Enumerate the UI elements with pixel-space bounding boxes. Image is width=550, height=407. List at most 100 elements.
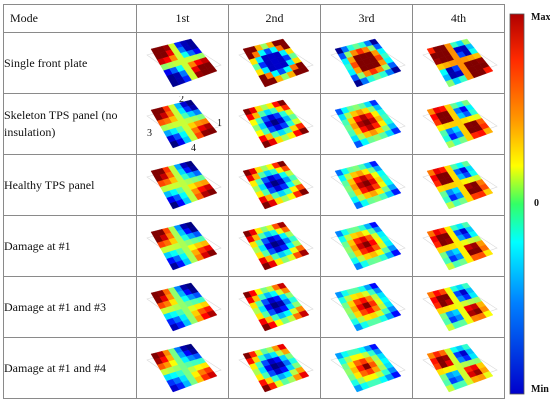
- mesh-element: [482, 249, 493, 257]
- mode-shape-plot: [421, 282, 498, 332]
- mesh-element: [298, 66, 309, 74]
- table-row: Single front plate: [3, 32, 505, 94]
- mesh-element: [298, 249, 309, 257]
- row-label-healthy-tps-panel: Healthy TPS panel: [3, 154, 137, 216]
- mode-shape-cell: [136, 337, 229, 399]
- mode-shape-plot: [145, 38, 222, 88]
- mode-shape-plot: 2 1 3 4: [145, 96, 222, 152]
- mode-shape-cell: [320, 276, 413, 338]
- column-header-2nd: 2nd: [228, 4, 321, 33]
- header-row: Mode 1st 2nd 3rd 4th: [3, 4, 505, 33]
- mode-shape-cell: [412, 93, 505, 155]
- colorbar-graphic: [509, 13, 525, 395]
- mode-shape-cell: [320, 93, 413, 155]
- corner-marker-1: 1: [217, 118, 222, 129]
- colorbar-max-label: Max: [531, 12, 550, 23]
- mode-shape-cell: [228, 32, 321, 94]
- table-row: Skeleton TPS panel (no insulation) 2 1 3 4: [3, 93, 505, 155]
- mode-shape-cell: 2 1 3 4: [136, 93, 229, 155]
- mode-shape-cell: [136, 154, 229, 216]
- mode-shape-plot: [329, 160, 406, 210]
- mesh-element: [390, 66, 401, 74]
- mode-shape-plot: [421, 160, 498, 210]
- mode-shape-plot: [237, 282, 314, 332]
- mesh-element: [206, 371, 217, 379]
- mode-shape-cell: [320, 337, 413, 399]
- mode-shape-plot: [145, 343, 222, 393]
- corner-marker-2: 2: [179, 96, 184, 105]
- mode-shape-plot: [329, 221, 406, 271]
- mesh-element: [390, 310, 401, 318]
- mode-shape-plot: [329, 282, 406, 332]
- row-label-single-front-plate: Single front plate: [3, 32, 137, 94]
- row-label-damage-at-1-and-3: Damage at #1 and #3: [3, 276, 137, 338]
- mode-shape-cell: [228, 276, 321, 338]
- mesh-element: [390, 249, 401, 257]
- mode-shape-plot: [237, 343, 314, 393]
- table-body: Single front plate Skeleton TPS panel (n…: [3, 32, 505, 399]
- mode-shape-plot: [329, 99, 406, 149]
- mode-shape-cell: [228, 337, 321, 399]
- mode-shape-plot: [237, 160, 314, 210]
- table-row: Damage at #1 and #4: [3, 337, 505, 399]
- colorbar-zero-label: 0: [534, 198, 539, 209]
- mesh-element: [482, 127, 493, 135]
- mesh-element: [390, 188, 401, 196]
- mesh-element: [482, 66, 493, 74]
- mode-shape-cell: [228, 154, 321, 216]
- mode-shape-plot: [237, 38, 314, 88]
- mesh-element: [206, 188, 217, 196]
- row-label-skeleton-tps-panel: Skeleton TPS panel (no insulation): [3, 93, 137, 155]
- mesh-element: [482, 371, 493, 379]
- mode-shapes-table: Mode 1st 2nd 3rd 4th Single front plate …: [3, 4, 505, 399]
- mode-shape-plot: [145, 221, 222, 271]
- mesh-element: [390, 371, 401, 379]
- table-row: Healthy TPS panel: [3, 154, 505, 216]
- mode-shape-plot: [421, 99, 498, 149]
- mode-shape-cell: [412, 215, 505, 277]
- mode-shape-cell: [320, 215, 413, 277]
- mode-shape-cell: [412, 154, 505, 216]
- colorbar: Max 0 Min: [508, 12, 550, 397]
- mesh-element: [482, 188, 493, 196]
- mesh-element: [206, 249, 217, 257]
- colorbar-min-label: Min: [531, 384, 549, 395]
- mesh-element: [206, 127, 217, 135]
- mode-shape-plot: [145, 160, 222, 210]
- row-label-damage-at-1: Damage at #1: [3, 215, 137, 277]
- mode-column-header: Mode: [3, 4, 137, 33]
- mode-shape-cell: [412, 276, 505, 338]
- corner-marker-4: 4: [191, 143, 196, 152]
- mode-shape-plot: [421, 343, 498, 393]
- mesh-element: [298, 371, 309, 379]
- mode-shape-plot: [237, 99, 314, 149]
- mode-shape-cell: [228, 93, 321, 155]
- mesh-element: [482, 310, 493, 318]
- mode-shape-cell: [320, 32, 413, 94]
- column-header-1st: 1st: [136, 4, 229, 33]
- mode-shape-cell: [320, 154, 413, 216]
- mesh-element: [298, 188, 309, 196]
- column-header-4th: 4th: [412, 4, 505, 33]
- mode-shape-cell: [136, 276, 229, 338]
- colorbar-gradient: [509, 13, 525, 395]
- mode-shape-plot: [145, 282, 222, 332]
- table-row: Damage at #1 and #3: [3, 276, 505, 338]
- mesh-element: [298, 310, 309, 318]
- mode-shape-cell: [136, 215, 229, 277]
- mode-shape-plot: [329, 343, 406, 393]
- mode-shape-cell: [412, 32, 505, 94]
- mode-shape-plot: [329, 38, 406, 88]
- mode-shape-plot: [237, 221, 314, 271]
- mesh-element: [206, 66, 217, 74]
- mode-shape-plot: [421, 38, 498, 88]
- corner-marker-3: 3: [147, 128, 152, 139]
- table-row: Damage at #1: [3, 215, 505, 277]
- mode-shape-plot: [421, 221, 498, 271]
- mesh-element: [390, 127, 401, 135]
- mesh-element: [298, 127, 309, 135]
- mode-shape-cell: [136, 32, 229, 94]
- mesh-element: [206, 310, 217, 318]
- row-label-damage-at-1-and-4: Damage at #1 and #4: [3, 337, 137, 399]
